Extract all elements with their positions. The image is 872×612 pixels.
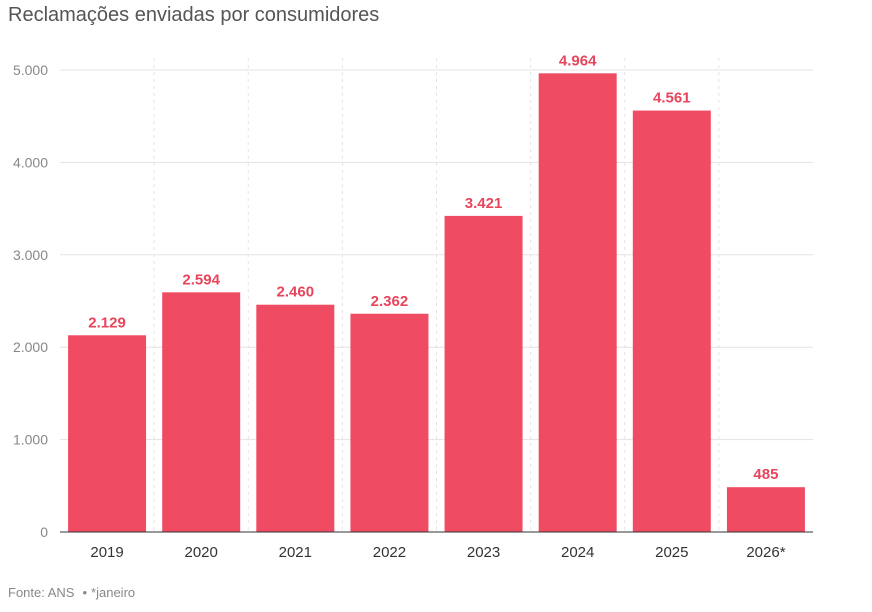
x-tick-label: 2020: [185, 544, 218, 561]
source-label: Fonte: ANS: [8, 585, 75, 600]
y-tick-label: 1.000: [13, 432, 48, 448]
bar: [632, 110, 711, 532]
x-tick-label: 2023: [467, 544, 500, 561]
x-tick-label: 2021: [279, 544, 312, 561]
y-tick-label: 4.000: [13, 154, 48, 170]
chart-title: Reclamações enviadas por consumidores: [8, 4, 380, 26]
bar: [726, 487, 805, 532]
x-tick-label: 2026*: [746, 544, 785, 561]
bar: [538, 73, 617, 532]
data-label: 3.421: [465, 195, 503, 212]
separator-dot: •: [82, 585, 88, 600]
data-label: 4.964: [559, 52, 597, 69]
x-tick-label: 2019: [90, 544, 123, 561]
data-label: 2.362: [371, 293, 409, 310]
source-note: Fonte: ANS • *janeiro: [8, 585, 135, 600]
x-tick-label: 2022: [373, 544, 406, 561]
bar: [162, 292, 241, 532]
bar: [444, 215, 523, 532]
bar-layer: [68, 73, 805, 532]
data-label: 2.129: [88, 314, 126, 331]
x-tick-label: 2024: [561, 544, 594, 561]
bar: [256, 304, 335, 532]
footnote: *janeiro: [91, 585, 136, 600]
y-tick-label: 0: [40, 524, 48, 540]
y-tick-label: 5.000: [13, 62, 48, 78]
data-label: 2.460: [277, 284, 315, 301]
data-label: 4.561: [653, 90, 691, 107]
y-tick-label: 2.000: [13, 339, 48, 355]
axis-layer: 0 1.000 2.000 3.000 4.000 5.000 2019 2020 2021 20…: [13, 62, 813, 561]
bar: [350, 313, 429, 532]
label-layer: 2.129 2.594 2.460 2.362 3.421 4.964 4.561 485: [88, 52, 778, 483]
y-tick-label: 3.000: [13, 247, 48, 263]
data-label: 485: [753, 466, 778, 483]
data-label: 2.594: [182, 271, 220, 288]
bar: [68, 335, 147, 532]
x-tick-label: 2025: [655, 544, 688, 561]
